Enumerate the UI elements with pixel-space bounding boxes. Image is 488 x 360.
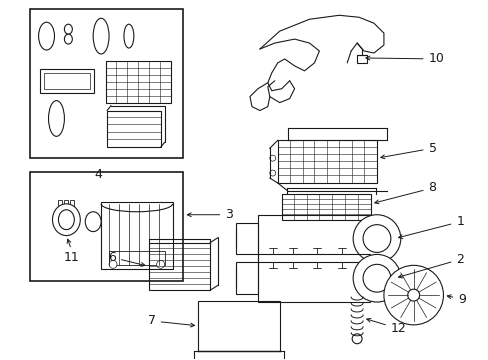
Bar <box>356 55 366 63</box>
Bar <box>277 140 376 183</box>
Circle shape <box>351 334 361 344</box>
Bar <box>43 73 90 89</box>
Bar <box>236 262 257 294</box>
Bar <box>30 172 183 281</box>
Bar <box>257 215 369 262</box>
Ellipse shape <box>93 18 109 54</box>
Circle shape <box>352 255 400 302</box>
Ellipse shape <box>123 24 134 48</box>
Circle shape <box>269 155 275 161</box>
Circle shape <box>362 225 390 252</box>
Text: 8: 8 <box>374 181 436 204</box>
Bar <box>101 202 172 269</box>
Ellipse shape <box>52 204 80 235</box>
Text: 5: 5 <box>380 142 436 159</box>
Circle shape <box>352 215 400 262</box>
Text: 10: 10 <box>365 53 444 66</box>
Bar <box>30 9 183 158</box>
Bar <box>106 61 170 103</box>
Circle shape <box>109 260 117 268</box>
Bar <box>70 200 74 208</box>
Text: 12: 12 <box>366 318 406 336</box>
Text: 3: 3 <box>187 208 233 221</box>
Text: 4: 4 <box>94 168 102 181</box>
Circle shape <box>269 170 275 176</box>
Circle shape <box>407 289 419 301</box>
Bar <box>109 251 164 265</box>
Ellipse shape <box>48 100 64 136</box>
Text: 2: 2 <box>398 253 463 278</box>
Ellipse shape <box>39 22 54 50</box>
Bar <box>107 111 161 147</box>
Bar <box>148 243 210 290</box>
Bar <box>236 223 257 255</box>
Text: 9: 9 <box>447 293 465 306</box>
Text: 11: 11 <box>63 251 79 265</box>
Bar <box>198 301 279 351</box>
Text: 1: 1 <box>398 215 463 238</box>
Text: 6: 6 <box>108 251 144 266</box>
Ellipse shape <box>64 24 72 34</box>
Ellipse shape <box>59 210 74 230</box>
Circle shape <box>156 260 164 268</box>
Bar <box>64 200 68 208</box>
Circle shape <box>383 265 443 325</box>
Bar <box>257 255 369 302</box>
Bar <box>40 69 94 93</box>
Circle shape <box>362 264 390 292</box>
Text: 7: 7 <box>147 314 194 327</box>
Bar <box>281 194 370 220</box>
Bar <box>59 200 62 208</box>
Ellipse shape <box>85 212 101 231</box>
Ellipse shape <box>64 34 72 44</box>
